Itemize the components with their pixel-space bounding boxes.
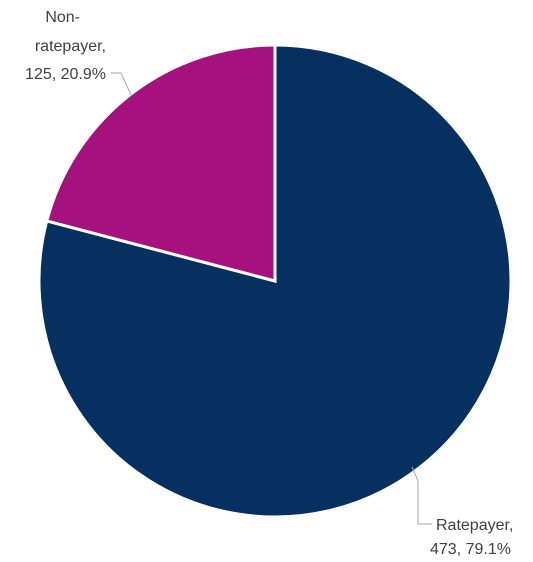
data-label-line: Ratepayer,: [436, 517, 513, 534]
data-label-line: ratepayer,: [35, 38, 106, 55]
leader-line-ratepayer: [411, 466, 432, 525]
pie-slices: [37, 43, 513, 519]
data-label-line: 473, 79.1%: [430, 541, 511, 558]
leader-line-non-ratepayer: [111, 72, 132, 96]
data-label-ratepayer: Ratepayer, 473, 79.1%: [430, 517, 513, 558]
data-label-line: 125, 20.9%: [25, 66, 106, 83]
data-label-non-ratepayer: Non-ratepayer, 125, 20.9%: [25, 9, 106, 83]
leader-lines: [111, 72, 432, 525]
data-label-line: Non-: [45, 9, 80, 26]
data-labels: Ratepayer, 473, 79.1% Non-ratepayer, 125, 2…: [25, 9, 513, 558]
